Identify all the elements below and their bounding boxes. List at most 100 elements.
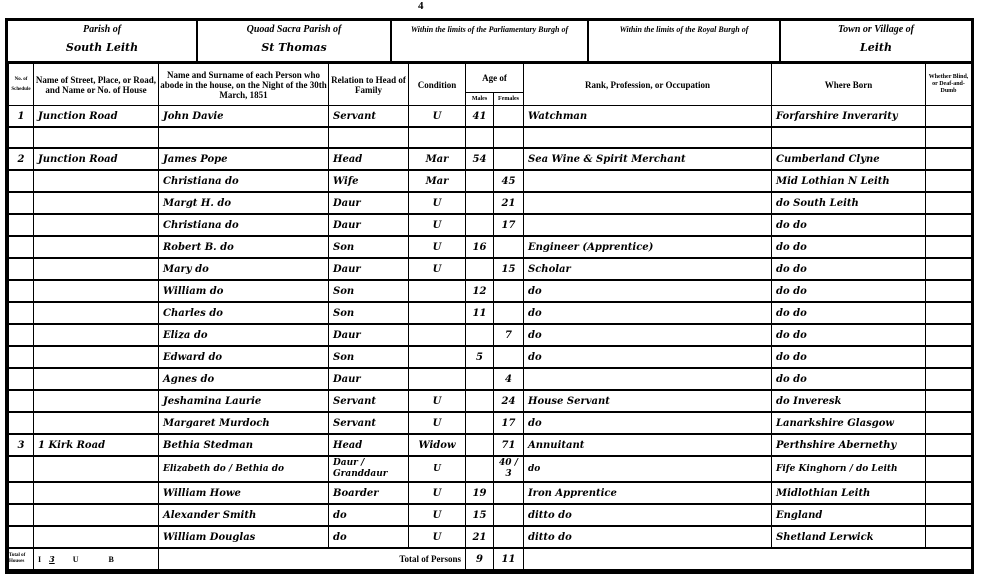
census-row: Agnes do Daur 4 do do bbox=[8, 368, 972, 391]
occupation: Watchman bbox=[523, 105, 772, 128]
condition: U bbox=[408, 504, 466, 527]
person-name: Christiana do bbox=[158, 170, 329, 193]
occupation: Annuitant bbox=[523, 434, 772, 457]
street-address bbox=[33, 214, 159, 237]
schedule-number bbox=[8, 412, 34, 435]
col-relation: Relation to Head of Family bbox=[328, 63, 409, 106]
building-label: B bbox=[108, 555, 114, 564]
census-sheet: Parish of South Leith Quoad Sacra Parish… bbox=[5, 18, 974, 574]
royal-burgh-label: Within the limits of the Royal Burgh of bbox=[619, 25, 749, 34]
relation: Son bbox=[328, 280, 409, 303]
street-address bbox=[33, 504, 159, 527]
person-name: Agnes do bbox=[158, 368, 329, 391]
occupation: Iron Apprentice bbox=[523, 482, 772, 505]
relation: do bbox=[328, 504, 409, 527]
relation: Daur / Granddaur bbox=[328, 456, 409, 483]
schedule-number bbox=[8, 127, 34, 149]
age-female: 71 bbox=[493, 434, 524, 457]
person-name: James Pope bbox=[158, 148, 329, 171]
occupation: do bbox=[523, 302, 772, 325]
census-row: Elizabeth do / Bethia do Daur / Granddaur… bbox=[8, 456, 972, 483]
blind-status bbox=[925, 127, 972, 149]
census-row bbox=[8, 127, 972, 149]
age-male bbox=[465, 368, 494, 391]
age-female: 4 bbox=[493, 368, 524, 391]
street-address: 1 Kirk Road bbox=[33, 434, 159, 457]
birthplace: do do bbox=[771, 280, 926, 303]
age-male bbox=[465, 170, 494, 193]
person-name: Jeshamina Laurie bbox=[158, 390, 329, 413]
parish-cell: Parish of South Leith bbox=[8, 21, 198, 61]
census-row: Margt H. do Daur U 21 do South Leith bbox=[8, 192, 972, 215]
houses-total-label: Total of Houses bbox=[8, 548, 34, 571]
uninhabited-value bbox=[80, 555, 108, 564]
schedule-number bbox=[8, 504, 34, 527]
blind-status bbox=[925, 456, 972, 483]
schedule-number bbox=[8, 390, 34, 413]
census-row: William Douglas do U 21 ditto do Shetland Ler… bbox=[8, 526, 972, 549]
condition: Widow bbox=[408, 434, 466, 457]
schedule-number: 1 bbox=[8, 105, 34, 128]
person-name: Edward do bbox=[158, 346, 329, 369]
age-male: 41 bbox=[465, 105, 494, 128]
birthplace: do do bbox=[771, 258, 926, 281]
relation: Wife bbox=[328, 170, 409, 193]
census-row: Jeshamina Laurie Servant U 24 House Servant d… bbox=[8, 390, 972, 413]
condition: U bbox=[408, 236, 466, 259]
schedule-number bbox=[8, 526, 34, 549]
birthplace: do do bbox=[771, 368, 926, 391]
relation: Boarder bbox=[328, 482, 409, 505]
person-name: Robert B. do bbox=[158, 236, 329, 259]
person-name: William Howe bbox=[158, 482, 329, 505]
condition: U bbox=[408, 482, 466, 505]
street-address: Junction Road bbox=[33, 148, 159, 171]
birthplace: Forfarshire Inverarity bbox=[771, 105, 926, 128]
census-row: William do Son 12 do do do bbox=[8, 280, 972, 303]
age-female bbox=[493, 526, 524, 549]
street-address bbox=[33, 280, 159, 303]
inhabited-label: I bbox=[38, 555, 42, 564]
schedule-number bbox=[8, 302, 34, 325]
condition bbox=[408, 346, 466, 369]
census-row: 1 Junction Road John Davie Servant U 41 Watchm… bbox=[8, 105, 972, 128]
census-row: Charles do Son 11 do do do bbox=[8, 302, 972, 325]
condition: U bbox=[408, 390, 466, 413]
town-cell: Town or Village of Leith bbox=[781, 21, 971, 61]
occupation bbox=[523, 214, 772, 237]
relation: Daur bbox=[328, 258, 409, 281]
birthplace: Perthshire Abernethy bbox=[771, 434, 926, 457]
street-address bbox=[33, 170, 159, 193]
census-row: William Howe Boarder U 19 Iron Apprentice Mid… bbox=[8, 482, 972, 505]
age-male: 5 bbox=[465, 346, 494, 369]
col-age-male: Males bbox=[465, 92, 494, 106]
town-label: Town or Village of bbox=[837, 24, 915, 35]
street-address bbox=[33, 526, 159, 549]
blind-status bbox=[925, 105, 972, 128]
schedule-number bbox=[8, 170, 34, 193]
occupation: do bbox=[523, 324, 772, 347]
age-male bbox=[465, 192, 494, 215]
parliamentary-burgh-cell: Within the limits of the Parliamentary B… bbox=[392, 21, 589, 61]
street-address bbox=[33, 456, 159, 483]
page-number: 4 bbox=[418, 0, 424, 12]
relation: Servant bbox=[328, 412, 409, 435]
occupation: Scholar bbox=[523, 258, 772, 281]
person-name: Margaret Murdoch bbox=[158, 412, 329, 435]
census-row: Edward do Son 5 do do do bbox=[8, 346, 972, 369]
age-female bbox=[493, 504, 524, 527]
age-female: 17 bbox=[493, 412, 524, 435]
age-female: 15 bbox=[493, 258, 524, 281]
parish-label: Parish of bbox=[82, 24, 122, 35]
quoad-sacra-value: St Thomas bbox=[261, 41, 327, 54]
age-male: 15 bbox=[465, 504, 494, 527]
birthplace: Midlothian Leith bbox=[771, 482, 926, 505]
occupation bbox=[523, 192, 772, 215]
schedule-number bbox=[8, 456, 34, 483]
blind-status bbox=[925, 170, 972, 193]
quoad-sacra-cell: Quoad Sacra Parish of St Thomas bbox=[198, 21, 392, 61]
birthplace: Fife Kinghorn / do Leith bbox=[771, 456, 926, 483]
street-address bbox=[33, 390, 159, 413]
person-name: Elizabeth do / Bethia do bbox=[158, 456, 329, 483]
blind-status bbox=[925, 346, 972, 369]
